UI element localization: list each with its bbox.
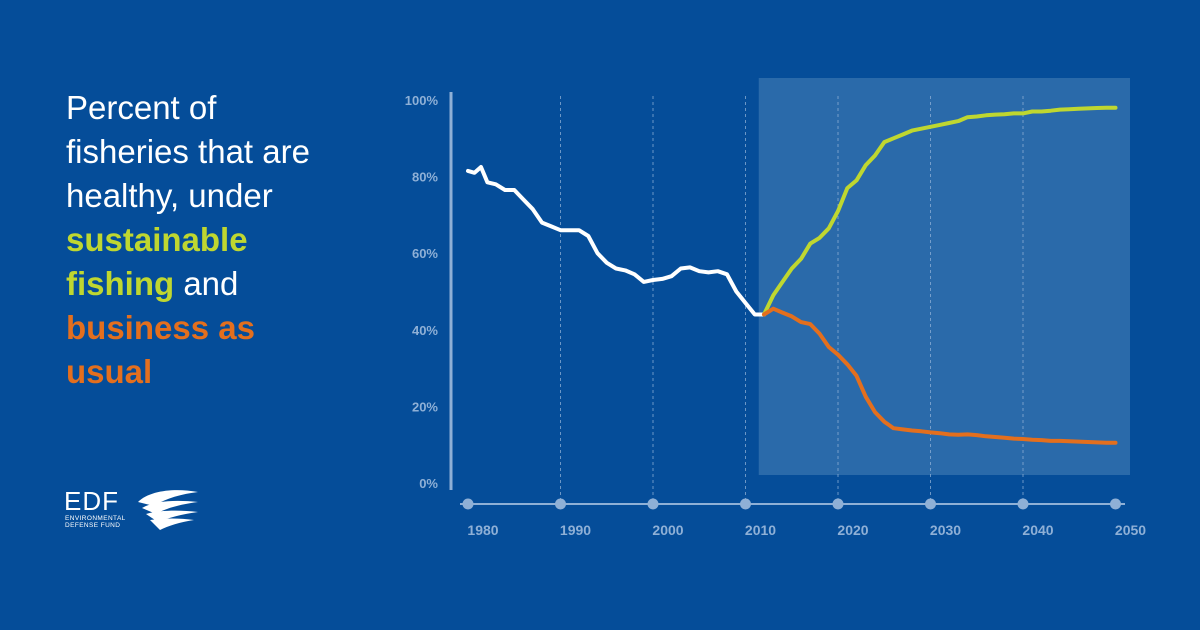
x-tick-dot-1990 [555,498,566,510]
logo-subtitle: ENVIRONMENTAL DEFENSE FUND [65,515,145,529]
x-tick-label-1990: 1990 [560,522,591,538]
headline-line-2: fisheries that are [66,133,310,170]
x-tick-dot-1980 [462,498,474,510]
logo-wordmark: EDF [64,486,119,516]
headline-business-as: business as [66,309,255,346]
logo-subtitle-line-1: ENVIRONMENTAL [65,515,126,522]
chart-headline: Percent of fisheries that are healthy, u… [66,86,386,394]
series-line-sustainable [762,105,1118,317]
x-tick-dot-2040 [1017,498,1029,510]
x-tick-label-2030: 2030 [930,522,961,538]
series-line-business_as_usual [762,306,1118,445]
edf-logo: EDF ENVIRONMENTAL DEFENSE FUND [64,488,214,538]
x-tick-dot-2000 [647,498,659,510]
headline-usual: usual [66,353,153,390]
x-tick-label-2050: 2050 [1115,522,1146,538]
x-tick-dot-2050 [1110,498,1121,510]
y-tick-label-80: 80% [412,170,438,185]
logo-subtitle-line-2: DEFENSE FUND [65,522,121,529]
headline-line-1: Percent of [66,89,217,126]
y-tick-label-20: 20% [412,399,438,414]
headline-fishing: fishing [66,265,175,302]
x-tick-label-1980: 1980 [467,522,498,538]
headline-and: and [174,265,239,302]
y-tick-label-40: 40% [412,323,438,338]
x-tick-label-2000: 2000 [652,522,683,538]
wing-icon [138,490,198,530]
y-tick-label-60: 60% [412,246,438,261]
x-tick-dot-2030 [925,498,936,510]
x-tick-label-2020: 2020 [837,522,868,538]
y-tick-label-100: 100% [405,93,439,108]
headline-line-3: healthy, under [66,177,273,214]
x-tick-label-2010: 2010 [745,522,776,538]
y-tick-label-0: 0% [419,476,438,491]
series-line-historical [466,165,766,317]
headline-sustainable: sustainable [66,221,248,258]
x-tick-label-2040: 2040 [1022,522,1053,538]
projection-band [758,78,1130,475]
x-tick-dot-2010 [740,498,751,510]
x-tick-dot-2020 [832,498,844,510]
